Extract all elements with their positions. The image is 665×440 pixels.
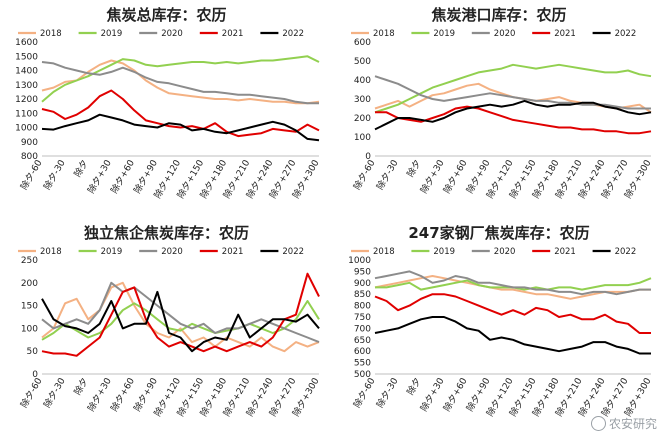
series-line-2022 [374,316,651,355]
chart-svg: 独立焦企焦炭库存：农历 2018 2019 2020 2021 2022 0 50 100 150… [18,224,322,419]
chart-steel-mill-coke-inventory: 247家钢厂焦炭库存：农历 2018 2019 2020 2021 2022 500 550 6… [333,218,665,436]
y-tick-label: 950 [354,267,371,277]
legend-label: 2019 [101,29,123,39]
series-line-2021 [41,89,320,138]
chart-title: 247家钢厂焦炭库存：农历 [408,224,589,242]
y-tick-label: 200 [21,279,38,289]
watermark-text: 农安研究 [608,417,657,431]
chart-total-coke-inventory: 焦炭总库存：农历 2018 2019 2020 2021 2022 800 900 1000 11… [0,0,333,218]
y-tick-label: 1000 [15,124,38,134]
legend-label: 2022 [615,29,637,39]
x-tick-label: 除夕 [404,376,423,398]
legend-label: 2020 [494,247,516,257]
y-tick-label: 1200 [15,95,38,105]
x-tick-label: 除夕-30 [41,157,68,192]
y-tick-label: 1600 [15,38,38,48]
series-line-2020 [374,75,651,110]
y-tick-label: 900 [354,279,371,289]
wechat-icon [590,416,606,431]
chart-svg: 焦炭总库存：农历 2018 2019 2020 2021 2022 800 900 1000 11… [15,6,322,201]
y-tick-label: 0 [32,370,38,380]
series-line-2021 [375,105,652,135]
x-tick-label: 除夕-60 [18,157,45,192]
series-line-2019 [374,63,652,114]
series-line-2020 [41,281,320,344]
y-tick-label: 200 [354,114,371,124]
x-tick-label: 除夕 [404,158,423,180]
y-tick-label: 150 [21,302,38,312]
legend-label: 2018 [40,247,62,257]
legend-label: 2020 [161,29,183,39]
y-tick-label: 1500 [15,52,38,62]
series-line-2020 [41,61,319,105]
legend-label: 2022 [282,247,304,257]
series-line-2022 [41,113,320,142]
series-line-2019 [41,300,320,341]
chart-port-coke-inventory: 焦炭港口库存：农历 2018 2019 2020 2021 2022 0 100 200 300 4… [333,0,665,218]
x-tick-label: 除夕-60 [351,157,378,192]
y-tick-label: 850 [354,290,371,300]
legend-label: 2022 [615,247,637,257]
series-line-2022 [41,290,320,353]
x-tick-label: 除夕-60 [18,375,45,410]
y-tick-label: 500 [354,57,371,67]
series-line-2020 [374,270,651,296]
y-tick-label: 650 [354,336,371,346]
series-line-2021 [374,293,651,334]
series-line-2019 [41,55,320,103]
legend-label: 2018 [373,29,395,39]
y-tick-label: 600 [354,38,371,48]
y-tick-label: 900 [21,138,38,148]
legend-label: 2018 [40,29,62,39]
y-tick-label: 300 [354,95,371,105]
y-tick-label: 400 [354,76,371,86]
chart-independent-coking-inventory: 独立焦企焦炭库存：农历 2018 2019 2020 2021 2022 0 50 100 150… [0,218,333,436]
y-tick-label: 250 [21,256,38,266]
y-tick-label: 700 [354,324,371,334]
legend-label: 2019 [433,29,455,39]
y-tick-label: 1100 [15,109,38,119]
y-tick-label: 100 [21,324,38,334]
y-tick-label: 50 [27,347,39,357]
legend-label: 2020 [161,247,183,257]
series-line-2018 [41,59,320,105]
legend-label: 2019 [101,247,123,257]
legend-label: 2020 [494,29,516,39]
x-tick-label: 除夕 [71,158,90,180]
y-tick-label: 1400 [15,67,38,77]
watermark: 农安研究 [590,415,657,432]
x-tick-label: 除夕-30 [374,375,401,410]
y-tick-label: 0 [365,152,371,162]
x-tick-label: 除夕 [71,376,90,398]
y-tick-label: 750 [354,313,371,323]
chart-svg: 焦炭港口库存：农历 2018 2019 2020 2021 2022 0 100 200 300 4… [351,6,654,201]
series-line-2018 [41,281,320,353]
series-line-2022 [374,99,652,131]
legend-label: 2019 [433,247,455,257]
x-tick-label: 除夕-30 [41,375,68,410]
chart-title: 独立焦企焦炭库存：农历 [84,224,249,242]
y-tick-label: 100 [354,133,371,143]
y-tick-label: 600 [354,347,371,357]
x-tick-label: 除夕-60 [351,375,378,410]
y-tick-label: 800 [354,302,371,312]
y-tick-label: 550 [354,359,371,369]
chart-title: 焦炭港口库存：农历 [430,6,566,24]
series-line-2021 [41,272,320,357]
legend-label: 2021 [222,29,244,39]
x-tick-label: 除夕-30 [374,157,401,192]
legend-label: 2021 [554,29,576,39]
y-tick-label: 800 [21,152,38,162]
chart-title: 焦炭总库存：农历 [105,6,226,24]
legend-label: 2021 [554,247,576,257]
legend-label: 2021 [222,247,244,257]
y-tick-label: 1300 [15,81,38,91]
legend-label: 2018 [373,247,395,257]
y-tick-label: 1000 [348,256,371,266]
legend-label: 2022 [282,29,304,39]
y-tick-label: 500 [354,370,371,380]
